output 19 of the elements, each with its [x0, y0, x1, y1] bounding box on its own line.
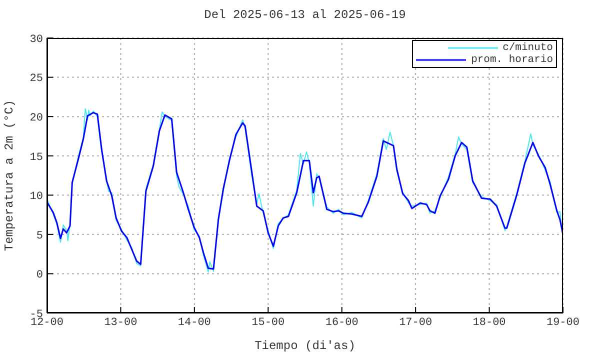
- x-tick-label: 19-00: [546, 316, 580, 329]
- legend-label: c/minuto: [502, 42, 553, 54]
- y-tick-label: 0: [36, 270, 43, 282]
- x-tick-label: 14-00: [178, 316, 211, 329]
- legend-label: prom. horario: [471, 54, 553, 66]
- y-tick-label: 20: [30, 112, 43, 124]
- chart-title: Del 2025-06-13 al 2025-06-19: [203, 8, 407, 22]
- x-tick-label: 15-00: [252, 316, 285, 329]
- y-tick-label: 30: [30, 34, 43, 46]
- x-tick-label: 18-00: [472, 316, 506, 329]
- x-axis-title: Tiempo (di'as): [254, 339, 356, 353]
- x-tick-label: 16-00: [325, 316, 358, 329]
- y-tick-label: 10: [30, 191, 43, 204]
- y-axis-title: Temperatura a 2m (°C): [2, 100, 16, 252]
- y-tick-label: 25: [30, 73, 43, 86]
- y-tick-label: 5: [36, 230, 43, 242]
- x-tick-label: 17-00: [399, 316, 432, 329]
- y-tick-label: 15: [30, 152, 43, 164]
- x-tick-label: 13-00: [104, 316, 138, 329]
